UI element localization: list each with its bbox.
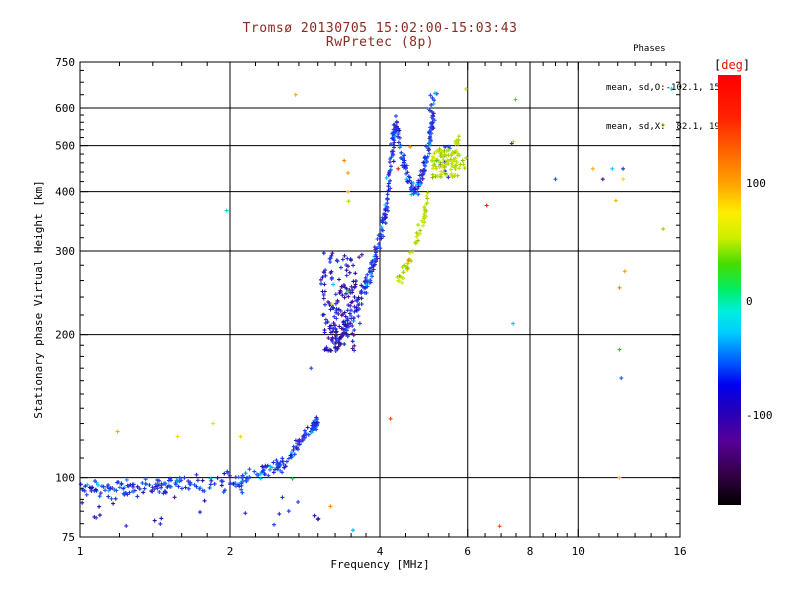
x-axis-label: Frequency [MHz] — [330, 558, 429, 571]
colorbar-tick-label: 0 — [746, 295, 753, 309]
colorbar-scale — [718, 75, 741, 505]
phase-stats: Phases mean, sd,O:-102.1, 15.0 mean, sd,… — [606, 17, 731, 147]
colorbar-tick-label: -100 — [746, 409, 773, 423]
svg-text:75: 75 — [62, 531, 75, 544]
scatter-points — [78, 87, 674, 533]
svg-text:400: 400 — [55, 186, 75, 199]
svg-text:500: 500 — [55, 140, 75, 153]
phase-stats-o-line: mean, sd,O:-102.1, 15.0 — [606, 83, 731, 93]
svg-text:300: 300 — [55, 245, 75, 258]
phase-stats-x-line: mean, sd,X: 82.1, 19.4 — [606, 122, 731, 132]
tick-labels: 1 2 4 6 8 10 16 75 100 200 300 400 500 600 750 — [55, 56, 687, 558]
gridlines — [80, 62, 680, 537]
phase-stats-header: Phases — [606, 44, 666, 54]
svg-text:1: 1 — [77, 545, 84, 558]
axis-ticks — [79, 61, 681, 538]
plot-title: Tromsø 20130705 15:02:00-15:03:43 — [242, 21, 518, 36]
svg-text:6: 6 — [464, 545, 471, 558]
svg-text:750: 750 — [55, 56, 75, 69]
svg-text:100: 100 — [55, 472, 75, 485]
plot-subtitle: RwPretec (8p) — [325, 35, 435, 50]
svg-text:600: 600 — [55, 102, 75, 115]
svg-text:8: 8 — [527, 545, 534, 558]
svg-text:4: 4 — [377, 545, 384, 558]
svg-text:10: 10 — [572, 545, 585, 558]
svg-text:16: 16 — [673, 545, 686, 558]
y-axis-label: Stationary phase Virtual Height [km] — [32, 180, 45, 418]
colorbar-label: [deg] — [714, 58, 751, 72]
colorbar-tick-label: 100 — [746, 176, 766, 190]
svg-text:2: 2 — [227, 545, 234, 558]
svg-text:200: 200 — [55, 329, 75, 342]
